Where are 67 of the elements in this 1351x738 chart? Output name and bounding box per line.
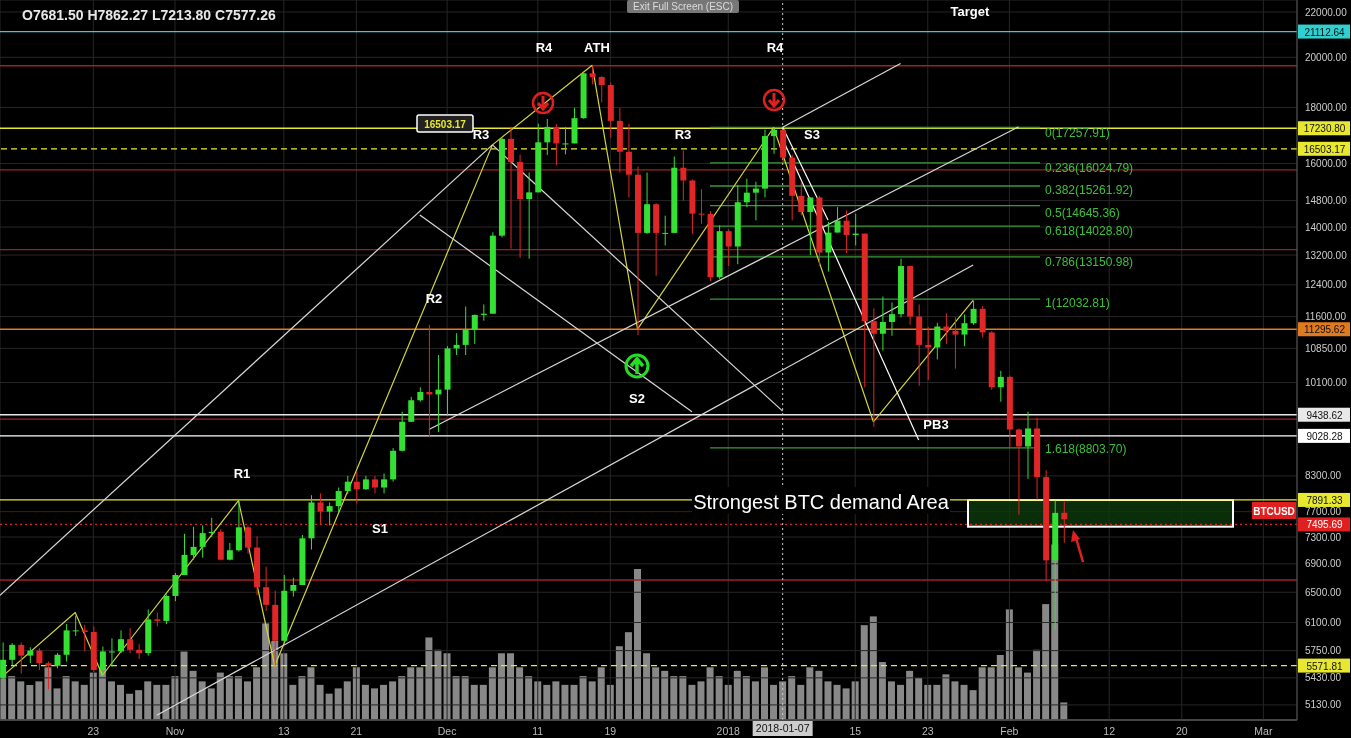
ref-line-label: 9438.62 xyxy=(1306,409,1344,421)
x-tick-label: Feb xyxy=(1000,725,1019,738)
annotation: Target xyxy=(950,4,991,19)
annotation: ATH xyxy=(584,40,610,55)
annotation: Strongest BTC demand Area xyxy=(693,491,950,513)
annotation: BTCUSD xyxy=(1253,506,1295,517)
x-tick-label: Mar xyxy=(1254,725,1273,738)
ref-line-label: 11295.62 xyxy=(1304,324,1346,336)
y-tick-label: 22000.00 xyxy=(1305,6,1348,18)
annotation: 0.786(13150.98) xyxy=(1045,255,1134,269)
ref-line-label: 21112.64 xyxy=(1304,26,1346,38)
y-tick-label: 7300.00 xyxy=(1305,531,1342,543)
annotation: 0(17257.91) xyxy=(1045,126,1110,140)
ref-line-label: 9028.28 xyxy=(1306,430,1344,442)
annotation: 1(12032.81) xyxy=(1045,296,1110,310)
annotation: 16503.17 xyxy=(424,119,467,130)
y-tick-label: 5750.00 xyxy=(1305,645,1342,657)
x-tick-label: 23 xyxy=(921,725,934,738)
annotation: 0.5(14645.36) xyxy=(1045,206,1120,220)
y-tick-label: 20000.00 xyxy=(1305,51,1348,63)
y-tick-label: 7700.00 xyxy=(1305,506,1342,518)
y-tick-label: 6500.00 xyxy=(1305,586,1342,598)
annotation: R1 xyxy=(233,466,251,481)
y-tick-label: 14000.00 xyxy=(1305,221,1348,233)
x-tick-label: Nov xyxy=(165,725,186,738)
x-tick-label: Dec xyxy=(437,725,457,738)
y-tick-label: 6100.00 xyxy=(1305,617,1342,629)
x-tick-label: 23 xyxy=(87,725,100,738)
ref-line-label: 2018-01-07 xyxy=(755,722,810,734)
x-tick-label: 11 xyxy=(532,725,544,738)
y-tick-label: 8300.00 xyxy=(1305,470,1342,482)
y-tick-label: 5430.00 xyxy=(1305,672,1342,684)
ref-line-label: 16503.17 xyxy=(1303,143,1346,155)
annotation: 0.618(14028.80) xyxy=(1045,224,1134,238)
y-tick-label: 11600.00 xyxy=(1305,311,1347,323)
annotation: S3 xyxy=(804,127,820,142)
y-tick-label: 18000.00 xyxy=(1305,102,1348,114)
x-tick-label: 19 xyxy=(604,725,617,738)
annotation: R3 xyxy=(472,127,490,142)
annotation: R4 xyxy=(766,40,785,55)
x-tick-label: 13 xyxy=(277,725,290,738)
x-tick-label: 2018 xyxy=(716,725,741,738)
y-tick-label: 10100.00 xyxy=(1305,377,1348,389)
ref-line-label: 17230.80 xyxy=(1303,123,1346,135)
x-tick-label: 20 xyxy=(1175,725,1188,738)
annotation: 0.382(15261.92) xyxy=(1045,183,1134,197)
y-tick-label: 16000.00 xyxy=(1305,158,1348,170)
y-tick-label: 10850.00 xyxy=(1305,342,1348,354)
annotation: 1.618(8803.70) xyxy=(1045,442,1127,456)
ref-line-label: 7891.33 xyxy=(1306,494,1344,506)
exit-button: Exit Full Screen (ESC) xyxy=(627,0,740,13)
y-tick-label: 6900.00 xyxy=(1305,558,1342,570)
x-tick-label: 15 xyxy=(849,725,862,738)
y-tick-label: 12400.00 xyxy=(1305,279,1348,291)
text: O7681.50 H7862.27 L7213.80 C7577.26 xyxy=(22,7,276,23)
y-tick-label: 5130.00 xyxy=(1305,699,1342,711)
ref-line-label: 5571.81 xyxy=(1306,660,1344,672)
x-tick-label: 21 xyxy=(350,725,363,738)
annotation: S2 xyxy=(629,391,645,406)
annotation: PB3 xyxy=(923,417,949,432)
annotation: S1 xyxy=(372,521,388,536)
y-tick-label: 14800.00 xyxy=(1305,195,1348,207)
ref-line-label: 7495.69 xyxy=(1306,519,1344,531)
annotation: R3 xyxy=(674,127,692,142)
y-tick-label: 13200.00 xyxy=(1305,249,1348,261)
annotation: R4 xyxy=(535,40,554,55)
x-tick-label: 12 xyxy=(1103,725,1116,738)
